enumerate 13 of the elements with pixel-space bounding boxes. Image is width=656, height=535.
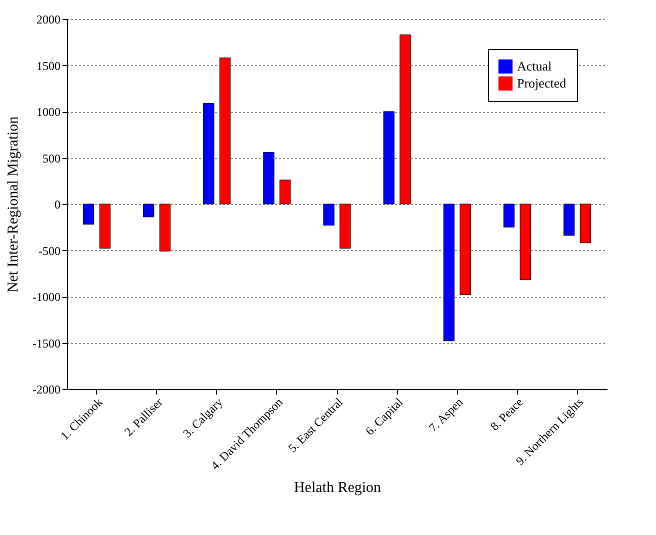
y-tick-label: -1000 [32, 290, 60, 304]
y-tick-label: 2000 [36, 12, 60, 26]
y-tick-label: 1000 [36, 105, 60, 119]
y-tick-label: 0 [54, 198, 60, 212]
legend-label: Actual [517, 58, 552, 74]
y-tick-label: 500 [42, 151, 60, 166]
y-tick-label: 1500 [36, 58, 60, 73]
y-tick-label: -1500 [32, 336, 60, 350]
y-tick-label: -2000 [32, 382, 60, 396]
legend-label: Projected [517, 76, 567, 90]
x-axis-title: Helath Region [294, 480, 382, 496]
y-axis-title: Net Inter-Regional Migration [6, 116, 22, 293]
y-tick-label: -500 [38, 244, 60, 258]
